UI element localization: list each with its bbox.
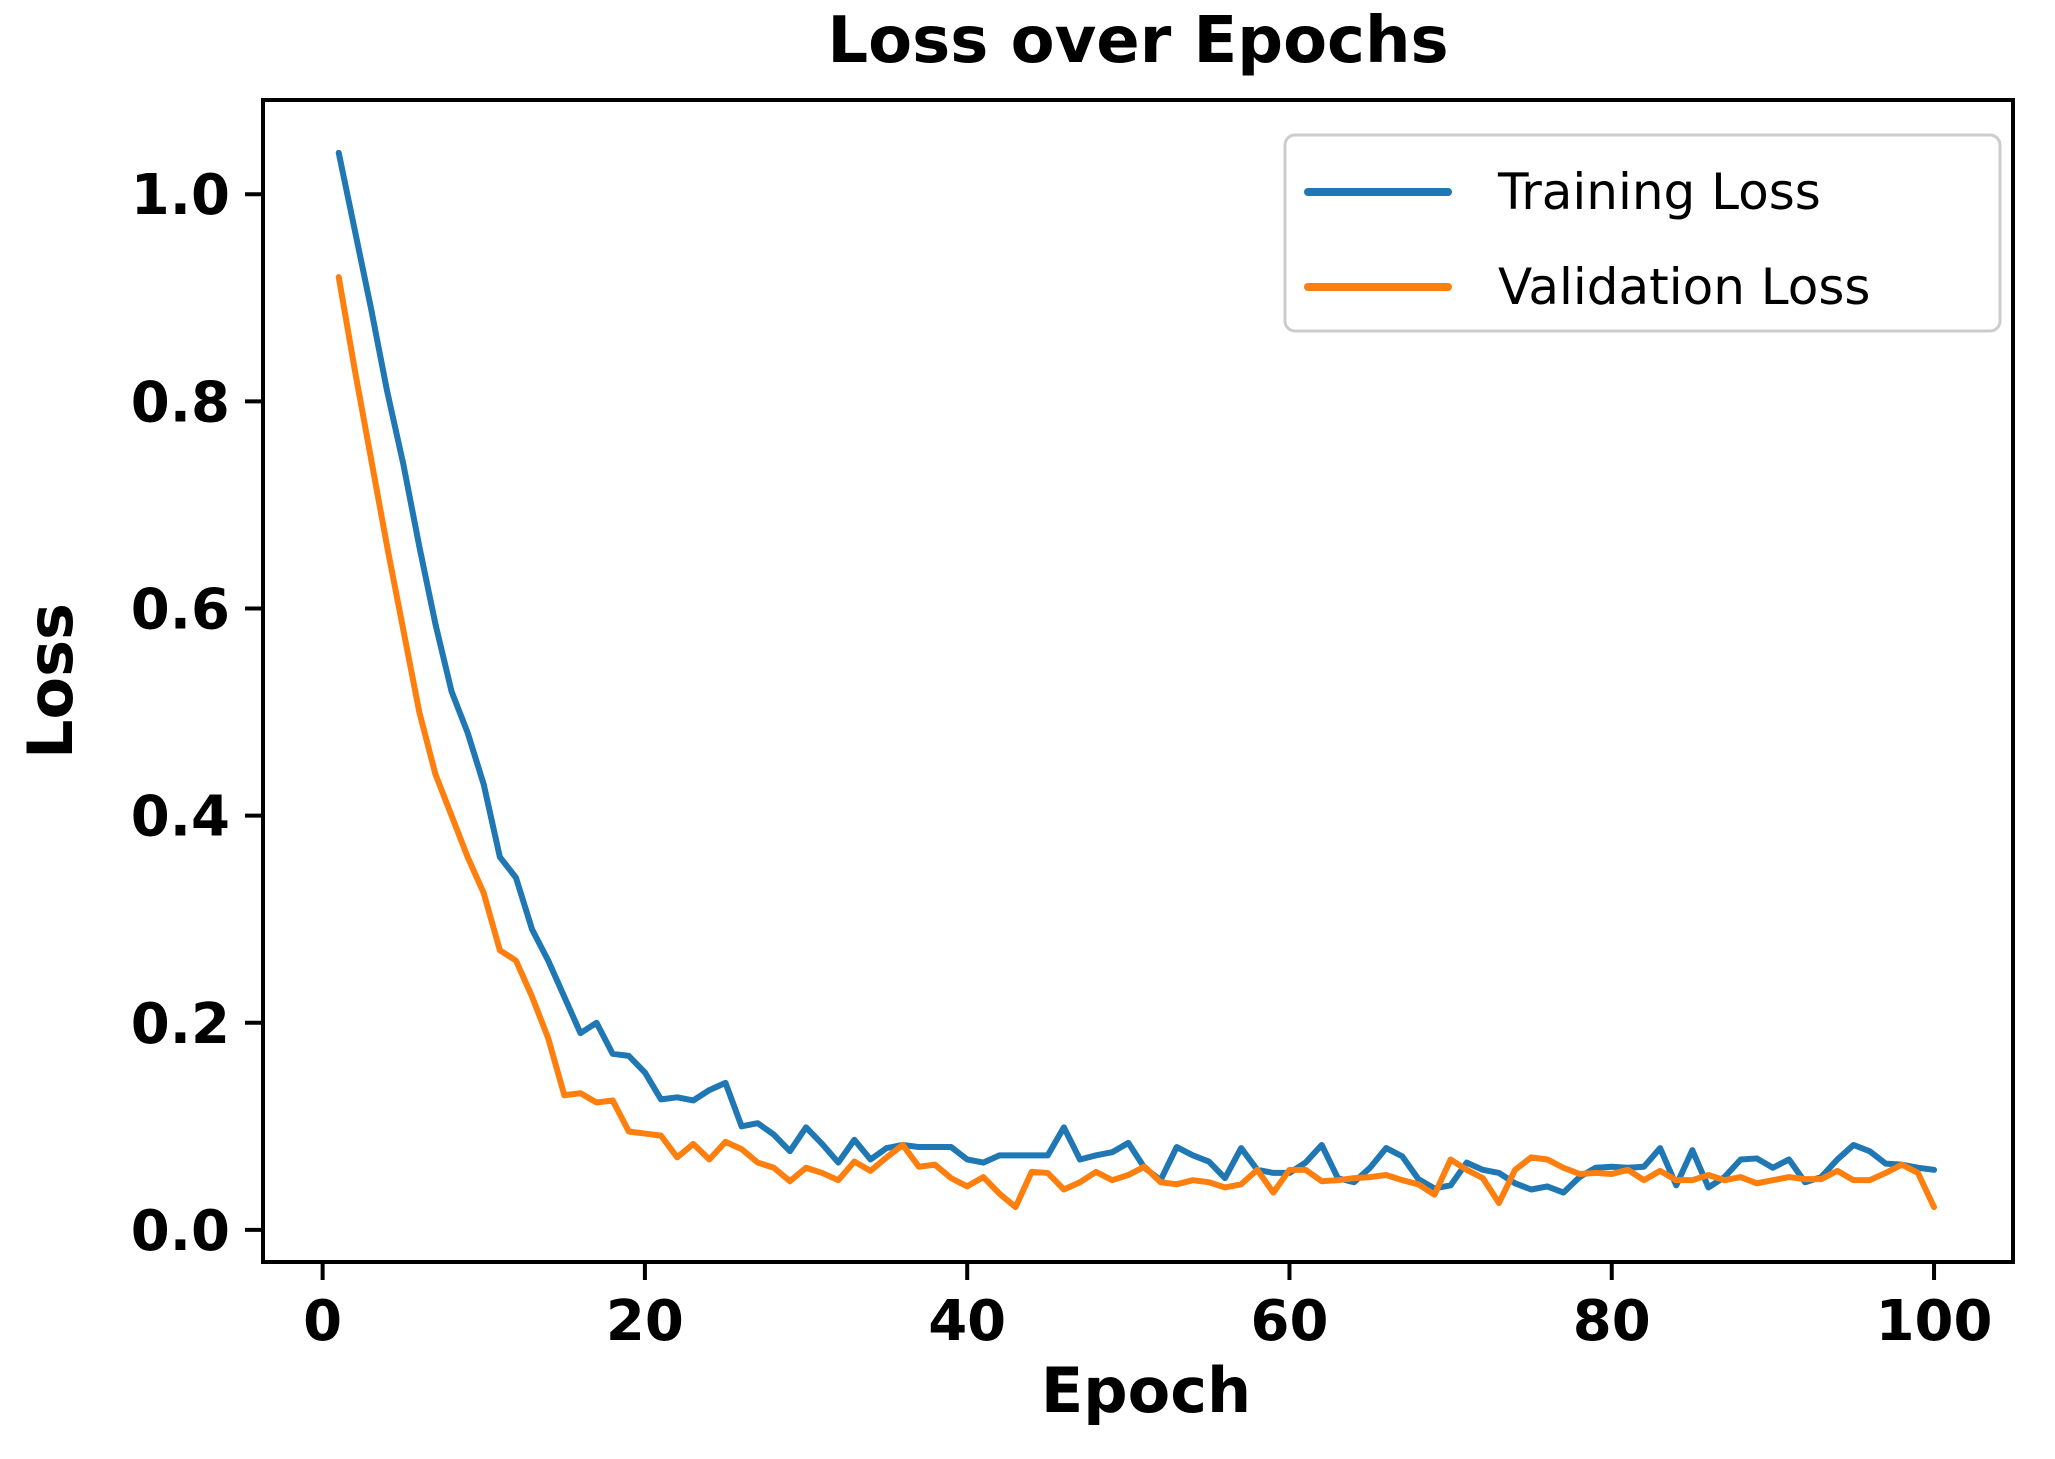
series-line-validation-loss <box>335 274 1938 1211</box>
legend-box <box>1283 133 2002 333</box>
plot-area <box>261 98 2015 1264</box>
y-tick-label: 0.8 <box>131 370 230 435</box>
x-tick-label: 60 <box>1251 1289 1329 1354</box>
x-tick-label: 0 <box>303 1289 342 1354</box>
chart-title: Loss over Epochs <box>827 4 1448 78</box>
x-tick-label: 20 <box>606 1289 684 1354</box>
x-ticks: 0 20 40 60 80 100 <box>303 1262 1992 1354</box>
series-line-training-loss <box>335 149 1938 1196</box>
y-tick-label: 0.4 <box>131 785 230 850</box>
x-axis-label: Epoch <box>1041 1354 1251 1427</box>
y-tick-label: 0.0 <box>131 1199 230 1264</box>
y-ticks: 0.0 0.2 0.4 0.6 0.8 1.0 <box>131 163 263 1264</box>
y-tick-label: 0.6 <box>131 578 230 643</box>
y-axis-label: Loss <box>14 603 87 759</box>
legend: Training Loss Validation Loss <box>1283 133 2002 333</box>
x-tick-label: 40 <box>928 1289 1006 1354</box>
series-lines <box>335 149 1938 1211</box>
x-tick-label: 100 <box>1876 1289 1993 1354</box>
x-tick-label: 80 <box>1573 1289 1651 1354</box>
legend-label: Validation Loss <box>1498 258 1870 316</box>
y-tick-label: 1.0 <box>131 163 230 228</box>
y-tick-label: 0.2 <box>131 992 230 1057</box>
legend-label: Training Loss <box>1497 163 1821 221</box>
